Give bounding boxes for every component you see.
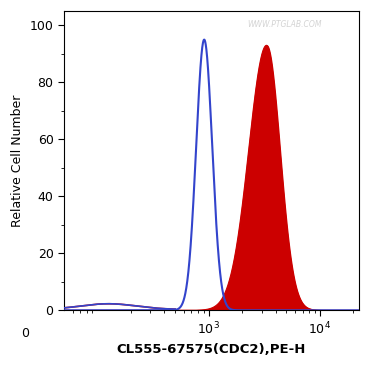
Text: 0: 0 — [21, 327, 30, 340]
X-axis label: CL555-67575(CDC2),PE-H: CL555-67575(CDC2),PE-H — [117, 343, 306, 356]
Y-axis label: Relative Cell Number: Relative Cell Number — [11, 95, 24, 227]
Text: WWW.PTGLAB.COM: WWW.PTGLAB.COM — [247, 20, 321, 29]
